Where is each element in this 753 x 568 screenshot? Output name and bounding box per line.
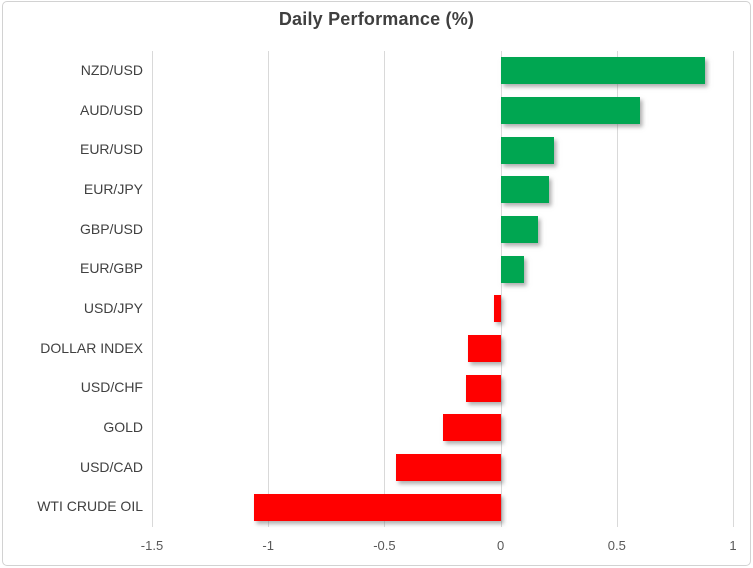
- bar-eur-jpy: [500, 176, 550, 204]
- bar-usd-cad: [396, 454, 501, 481]
- gridline--0.5: [384, 51, 386, 527]
- gridline-0.5: [616, 51, 618, 527]
- category-label-gbp-usd: GBP/USD: [79, 220, 143, 237]
- category-label-usd-chf: USD/CHF: [80, 379, 143, 396]
- x-tick-label--0.5: -0.5: [373, 538, 396, 553]
- bar-usd-jpy: [493, 295, 501, 323]
- category-label-eur-jpy: EUR/JPY: [83, 181, 143, 197]
- category-label-aud-usd: AUD/USD: [79, 101, 143, 118]
- gridline--1: [268, 51, 270, 527]
- value-axis: -1.5 -1 -0.5 0 0.5 1: [0, 538, 753, 558]
- x-tick-label-0.5: 0.5: [607, 538, 626, 553]
- gridline--1.5: [152, 51, 153, 527]
- chart-title: Daily Performance (%): [278, 9, 475, 29]
- category-axis: NZD/USD AUD/USD EUR/USD EUR/JPY GBP/USD EUR/G…: [0, 51, 143, 527]
- plot-area: [152, 51, 734, 527]
- category-label-gold: GOLD: [103, 419, 143, 435]
- bar-aud-usd: [500, 97, 640, 124]
- category-label-usd-jpy: USD/JPY: [83, 300, 143, 316]
- bar-eur-usd: [500, 136, 555, 164]
- category-label-eur-usd: EUR/USD: [79, 141, 143, 158]
- bar-wti-crude-oil: [254, 493, 501, 521]
- x-tick-label--1.5: -1.5: [140, 538, 164, 553]
- bar-gold: [442, 414, 501, 442]
- bar-gbp-usd: [500, 216, 538, 243]
- x-tick-label-1: 1: [729, 538, 737, 553]
- gridline-0: [500, 51, 502, 527]
- bar-nzd-usd: [500, 57, 706, 85]
- category-label-wti-crude-oil: WTI CRUDE OIL: [37, 498, 143, 515]
- x-tick-label-0: 0: [496, 538, 505, 553]
- category-label-eur-gbp: EUR/GBP: [79, 260, 143, 277]
- category-label-dollar-index: DOLLAR INDEX: [40, 339, 143, 356]
- bar-usd-chf: [465, 374, 501, 402]
- bar-eur-gbp: [500, 255, 524, 283]
- category-label-usd-cad: USD/CAD: [79, 458, 143, 475]
- x-tick-label--1: -1: [262, 538, 274, 553]
- category-label-nzd-usd: NZD/USD: [80, 62, 143, 78]
- bar-dollar-index: [468, 335, 501, 362]
- gridline-1: [733, 51, 734, 527]
